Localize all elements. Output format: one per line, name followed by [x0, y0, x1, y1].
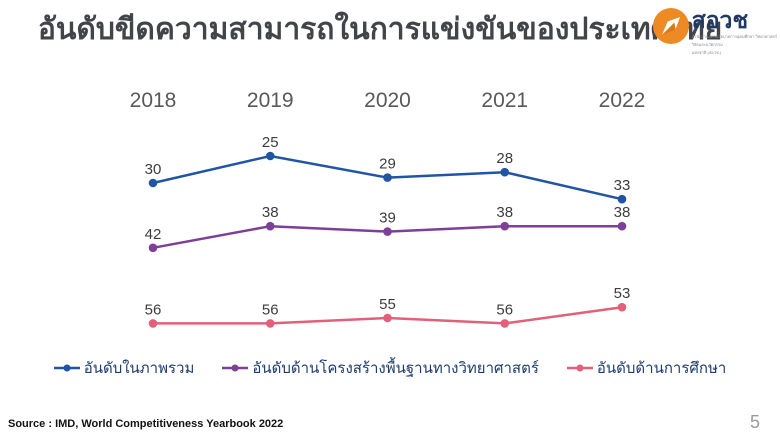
data-point	[265, 319, 275, 328]
x-axis-label-2020: 2020	[364, 89, 411, 112]
data-point	[148, 243, 158, 253]
legend-item-0: อันดับในภาพรวม	[53, 356, 195, 380]
legend-marker-icon	[222, 364, 249, 372]
data-point	[265, 151, 275, 161]
data-label: 56	[145, 301, 162, 318]
data-point	[617, 302, 627, 312]
data-label: 55	[379, 296, 396, 313]
source-note: Source : IMD, World Competitiveness Year…	[8, 418, 284, 430]
nxpo-logo-icon	[652, 8, 689, 44]
data-label: 56	[496, 301, 513, 318]
logo-subtext-line-2: วิจัยและนวัตกรรม	[691, 42, 723, 48]
data-point	[383, 173, 392, 182]
data-label: 38	[614, 204, 631, 221]
data-point	[617, 221, 627, 231]
data-label: 38	[496, 204, 513, 221]
logo-wordmark: สอวช	[691, 7, 749, 33]
legend-label: อันดับด้านการศึกษา	[596, 360, 727, 377]
data-point	[383, 227, 392, 236]
page-title: อันดับขีดความสามารถในการแข่งขันของประเทศ…	[37, 13, 723, 46]
legend-item-2: อันดับด้านการศึกษา	[566, 356, 727, 380]
data-point	[617, 194, 627, 204]
x-axis-label-2021: 2021	[481, 89, 528, 112]
data-point	[500, 319, 510, 328]
data-point	[265, 221, 275, 231]
data-label: 29	[379, 156, 396, 173]
x-axis-label-2018: 2018	[130, 89, 177, 112]
logo-subtext-line-1: สำนักงานสภานโยบายการอุดมศึกษา วิทยาศาสตร…	[691, 34, 777, 40]
x-axis-label-2022: 2022	[599, 89, 646, 112]
data-label: 42	[145, 226, 162, 243]
data-point	[148, 178, 158, 188]
data-label: 28	[496, 150, 513, 167]
chart-legend: อันดับในภาพรวม อันดับด้านโครงสร้างพื้นฐาน…	[0, 356, 780, 380]
data-point	[500, 221, 510, 231]
data-point	[383, 313, 392, 323]
data-label: 25	[262, 134, 279, 151]
data-label: 33	[614, 177, 631, 194]
logo-subtext-line-3: แห่งชาติ (สอวช.)	[691, 50, 722, 56]
legend-marker-icon	[566, 364, 593, 372]
data-label: 38	[262, 204, 279, 221]
data-point	[500, 167, 510, 177]
data-label: 39	[379, 210, 396, 227]
x-axis-label-2019: 2019	[247, 89, 294, 112]
nxpo-logo: สอวช สำนักงานสภานโยบายการอุดมศึกษา วิทยา…	[652, 7, 777, 56]
legend-label: อันดับในภาพรวม	[83, 360, 195, 377]
page-number: 5	[749, 412, 760, 432]
legend-label: อันดับด้านโครงสร้างพื้นฐานทางวิทยาศาสตร์	[252, 360, 539, 377]
data-label: 30	[145, 161, 162, 178]
legend-marker-icon	[53, 364, 80, 372]
legend-item-1: อันดับด้านโครงสร้างพื้นฐานทางวิทยาศาสตร์	[222, 356, 539, 380]
data-label: 56	[262, 301, 279, 318]
data-point	[148, 319, 158, 328]
data-label: 53	[614, 285, 631, 302]
